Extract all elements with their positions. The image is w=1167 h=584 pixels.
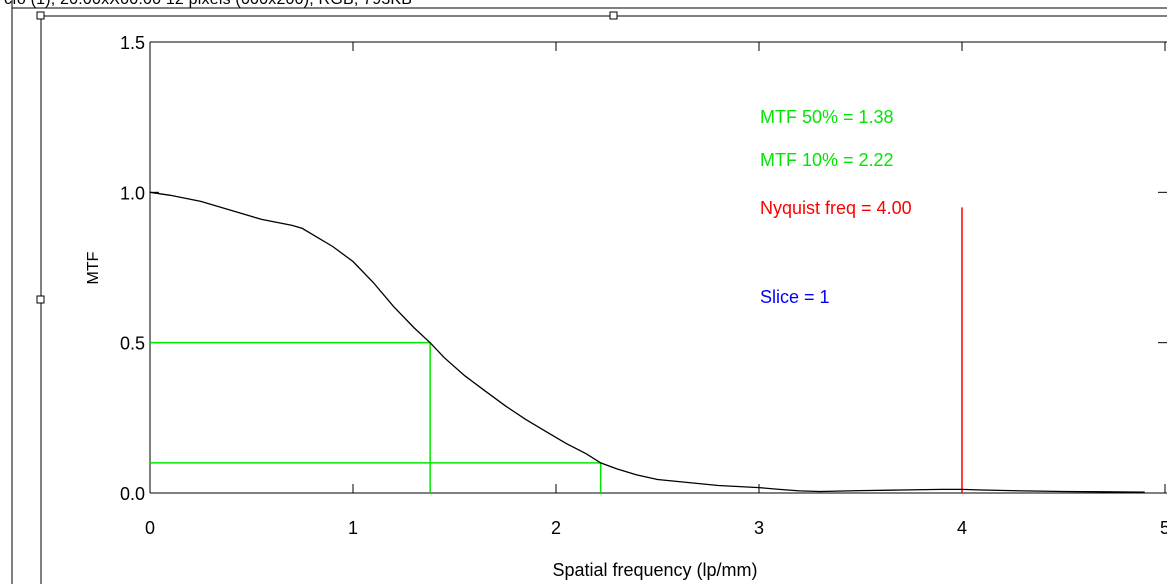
x-tick-label-1: 1 [348, 518, 358, 538]
mtf-markers [150, 207, 963, 493]
y-tick-label-0.5: 0.5 [120, 334, 145, 354]
y-axis-label: MTF [85, 251, 102, 284]
mtf-curve-series-0 [149, 191, 1145, 493]
nyquist-annotation: Nyquist freq = 4.00 [760, 198, 912, 218]
x-tick-label-2: 2 [551, 518, 561, 538]
selection-rect [40, 15, 1167, 584]
x-tick-label-3: 3 [754, 518, 764, 538]
plot-frame [149, 41, 1167, 494]
handle-middle-left[interactable] [36, 295, 45, 304]
y-tick-label-0.0: 0.0 [120, 484, 145, 504]
selection-frame[interactable] [11, 0, 1167, 584]
y-tick-label-1.5: 1.5 [120, 33, 145, 53]
window-title: cfo (1); 20.00xX00.00 12 pixels (000x200… [4, 0, 412, 9]
slice-annotation: Slice = 1 [760, 287, 830, 307]
x-tick-label-5: 5 [1160, 518, 1167, 538]
mtf50-annotation: MTF 50% = 1.38 [760, 107, 894, 127]
mtf10-annotation: MTF 10% = 2.22 [760, 150, 894, 170]
x-axis-label: Spatial frequency (lp/mm) [552, 560, 757, 580]
axis-ticks [150, 42, 1167, 493]
y-tick-label-1.0: 1.0 [120, 183, 145, 203]
x-tick-label-4: 4 [957, 518, 967, 538]
handle-top-left[interactable] [36, 11, 45, 20]
handle-top-middle[interactable] [609, 11, 618, 20]
x-tick-label-0: 0 [145, 518, 155, 538]
mtf-curve-group [149, 191, 1145, 493]
axis-tick-labels: 0 1 2 3 4 5 0.0 0.5 1.0 1.5 [120, 33, 1167, 538]
